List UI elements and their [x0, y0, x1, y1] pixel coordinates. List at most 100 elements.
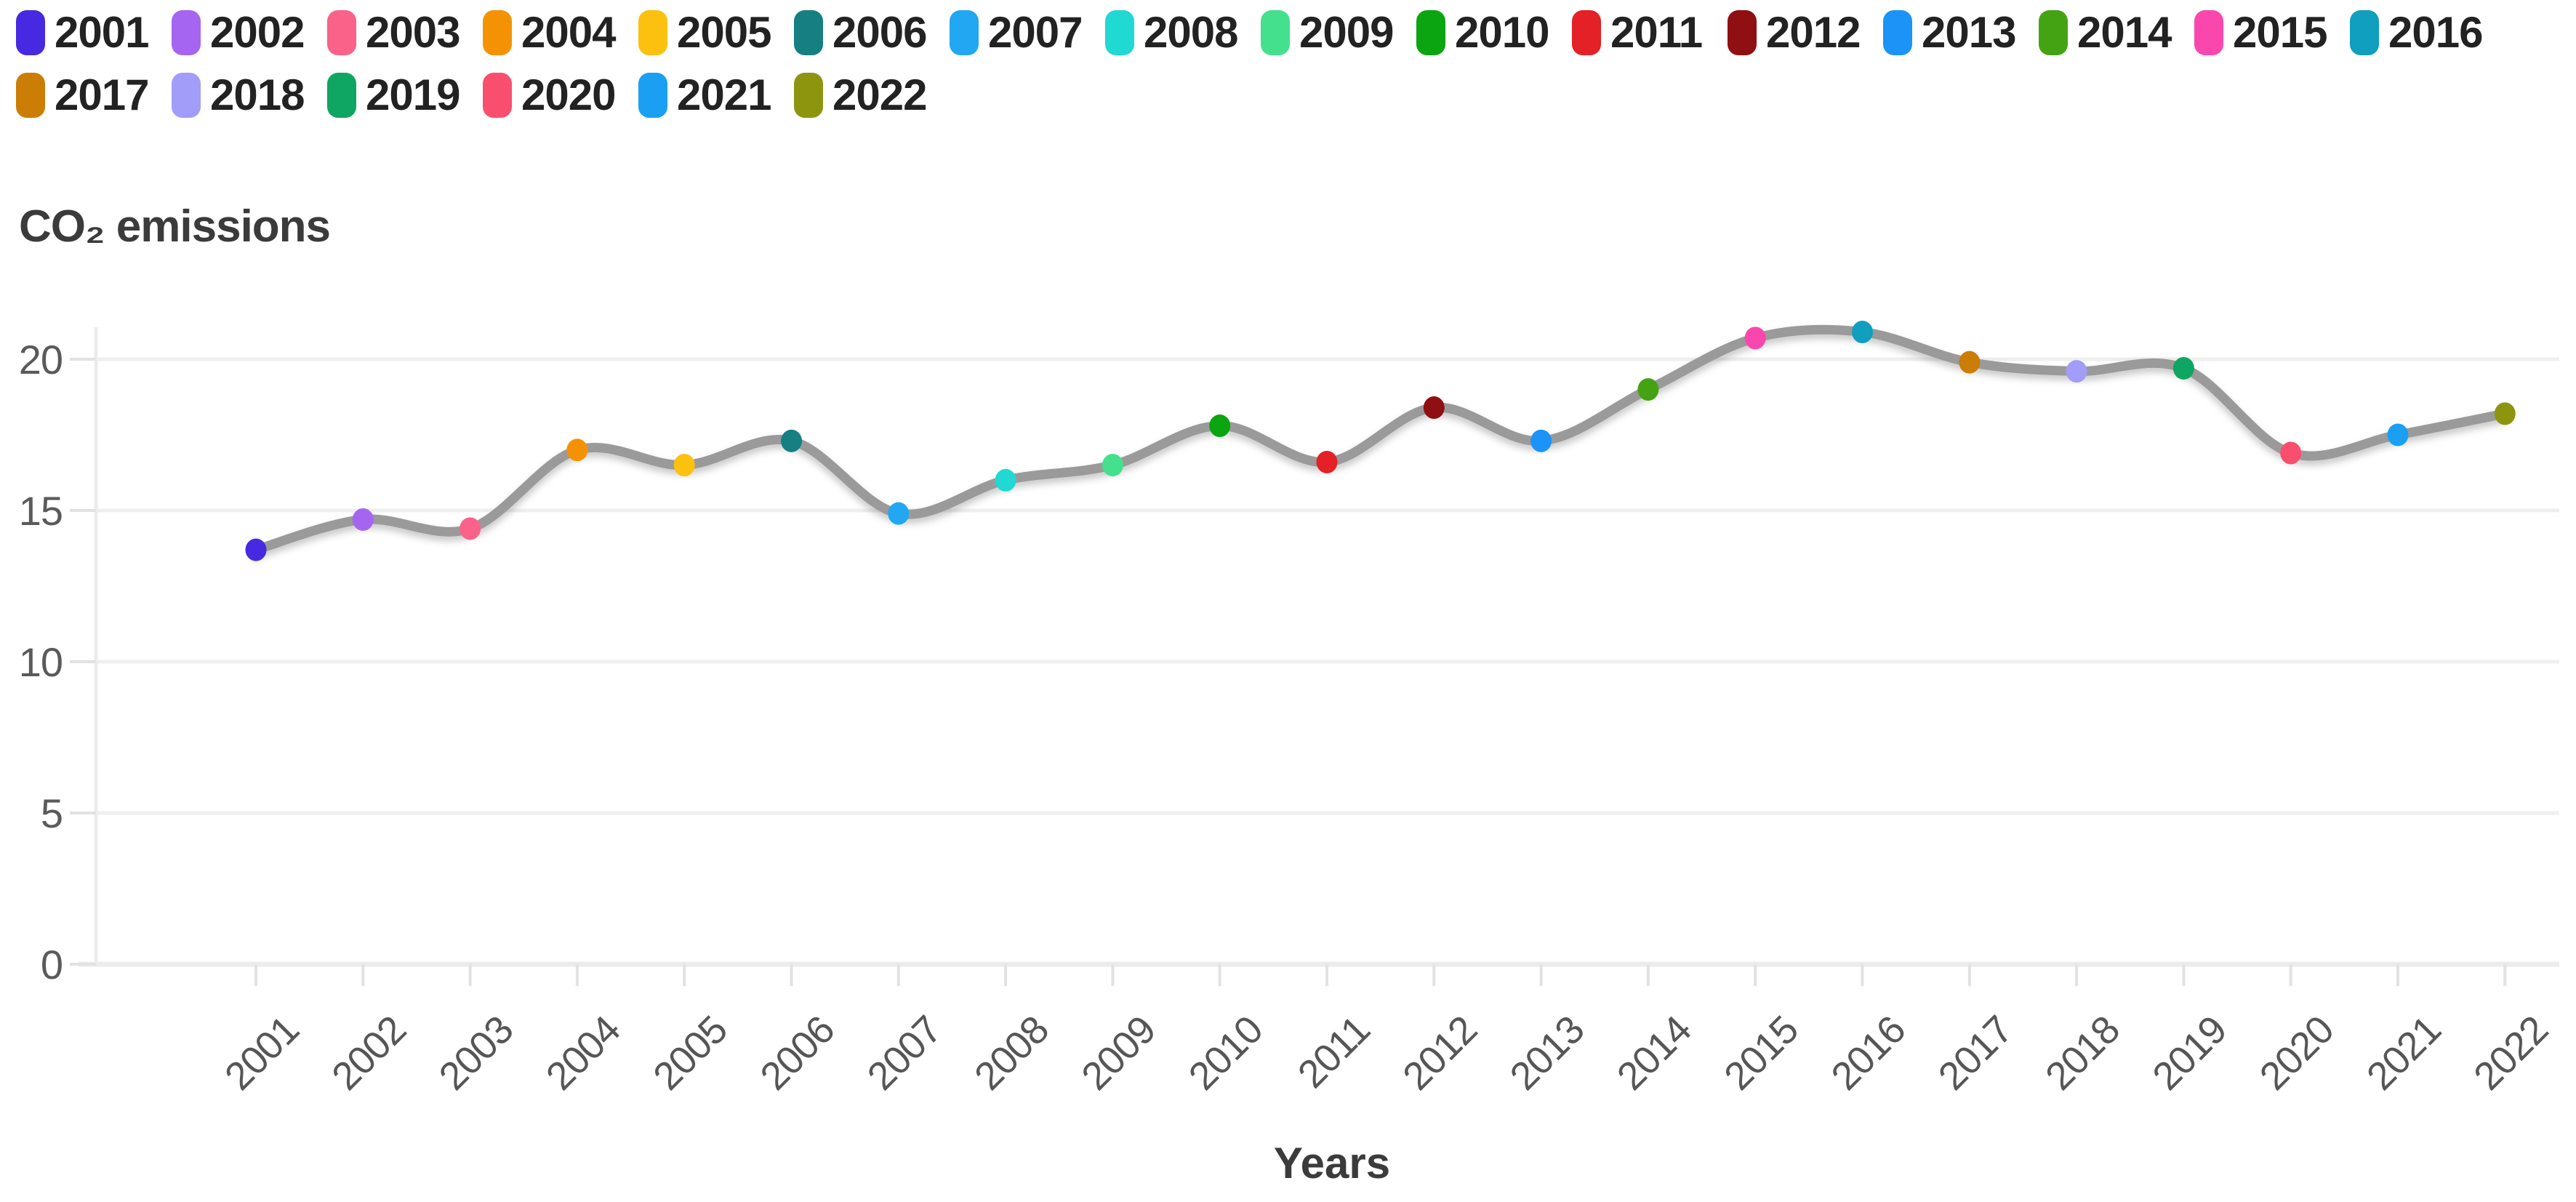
legend-swatch-icon [2039, 10, 2068, 55]
data-point-2017[interactable] [1959, 350, 1981, 374]
data-point-2013[interactable] [1530, 429, 1552, 452]
data-point-2005[interactable] [673, 454, 695, 477]
legend-item-2021[interactable]: 2021 [638, 70, 774, 121]
legend-label: 2019 [366, 71, 460, 119]
legend-item-2022[interactable]: 2022 [794, 70, 929, 121]
legend-item-2005[interactable]: 2005 [638, 7, 774, 58]
legend-swatch-icon [172, 10, 201, 55]
legend-swatch-icon [2350, 10, 2379, 55]
legend-swatch-icon [16, 10, 45, 55]
y-tick-label-15: 15 [19, 488, 63, 534]
x-tick-label-2016: 2016 [1823, 1008, 1914, 1099]
legend-label: 2017 [55, 71, 149, 119]
data-point-2021[interactable] [2387, 423, 2409, 446]
data-point-2012[interactable] [1423, 396, 1445, 420]
legend-swatch-icon [1261, 10, 1290, 55]
legend-label: 2015 [2233, 8, 2327, 57]
legend-swatch-icon [2194, 10, 2223, 55]
data-point-2014[interactable] [1637, 378, 1659, 401]
legend-item-2008[interactable]: 2008 [1105, 7, 1240, 58]
legend-item-2019[interactable]: 2019 [327, 70, 462, 121]
x-tick-label-2013: 2013 [1502, 1008, 1593, 1099]
legend-item-2001[interactable]: 2001 [16, 7, 151, 58]
legend-label: 2008 [1144, 8, 1238, 57]
chart-legend: 2001 2002 2003 2004 2005 2006 2007 2008 2009 2010… [16, 7, 2569, 132]
data-point-2015[interactable] [1744, 326, 1766, 350]
legend-item-2017[interactable]: 2017 [16, 70, 151, 121]
legend-swatch-icon [327, 73, 356, 118]
data-point-2020[interactable] [2280, 441, 2302, 465]
legend-swatch-icon [638, 10, 667, 55]
legend-item-2015[interactable]: 2015 [2194, 7, 2330, 58]
x-tick-label-2020: 2020 [2252, 1008, 2343, 1099]
legend-swatch-icon [1105, 10, 1134, 55]
legend-swatch-icon [16, 73, 45, 118]
legend-label: 2020 [521, 71, 616, 119]
x-tick-label-2009: 2009 [1073, 1008, 1164, 1099]
legend-item-2004[interactable]: 2004 [483, 7, 618, 58]
chart-title: CO₂ emissions [19, 201, 331, 252]
trend-line [251, 324, 2510, 555]
x-tick-label-2002: 2002 [324, 1008, 414, 1099]
legend-label: 2002 [210, 8, 305, 57]
data-point-2002[interactable] [352, 508, 374, 531]
x-tick-label-2001: 2001 [217, 1008, 308, 1099]
legend-item-2012[interactable]: 2012 [1728, 7, 1863, 58]
legend-item-2009[interactable]: 2009 [1261, 7, 1396, 58]
x-tick-label-2006: 2006 [752, 1008, 843, 1099]
data-point-2011[interactable] [1316, 450, 1338, 473]
legend-swatch-icon [1416, 10, 1445, 55]
series-layer [245, 321, 2516, 561]
legend-swatch-icon [1728, 10, 1757, 55]
legend-label: 2007 [988, 8, 1083, 57]
legend-swatch-icon [483, 73, 512, 118]
y-tick-label-5: 5 [41, 790, 63, 836]
legend-label: 2018 [210, 71, 305, 119]
legend-item-2006[interactable]: 2006 [794, 7, 929, 58]
legend-item-2016[interactable]: 2016 [2350, 7, 2485, 58]
data-point-2007[interactable] [888, 502, 910, 525]
data-point-2006[interactable] [781, 429, 802, 452]
x-tick-label-2019: 2019 [2144, 1008, 2235, 1099]
data-point-2022[interactable] [2494, 402, 2516, 425]
x-tick-label-2015: 2015 [1716, 1008, 1807, 1099]
data-point-2018[interactable] [2066, 360, 2087, 383]
legend-item-2007[interactable]: 2007 [950, 7, 1085, 58]
legend-item-2013[interactable]: 2013 [1883, 7, 2018, 58]
data-point-2004[interactable] [566, 438, 588, 462]
legend-swatch-icon [483, 10, 512, 55]
data-point-2009[interactable] [1102, 454, 1123, 477]
data-point-2008[interactable] [995, 468, 1016, 492]
data-point-2001[interactable] [245, 538, 267, 561]
x-tick-label-2017: 2017 [1930, 1008, 2021, 1099]
axis-layer: 0 5 10 15 20 2001 2002 2003 2004 2005 2006 2007 2008… [19, 337, 2556, 1187]
legend-item-2011[interactable]: 2011 [1572, 7, 1707, 58]
y-tick-label-20: 20 [19, 337, 63, 382]
data-point-2010[interactable] [1209, 414, 1231, 438]
legend-label: 2014 [2077, 8, 2172, 57]
x-tick-label-2011: 2011 [1290, 1008, 1379, 1097]
x-tick-label-2012: 2012 [1395, 1008, 1485, 1099]
x-axis-title: Years [1274, 1139, 1390, 1187]
data-point-2003[interactable] [460, 517, 481, 540]
grid-layer [79, 327, 2559, 967]
legend-item-2003[interactable]: 2003 [327, 7, 462, 58]
legend-item-2010[interactable]: 2010 [1416, 7, 1552, 58]
legend-label: 2001 [55, 8, 149, 57]
legend-label: 2022 [832, 71, 927, 119]
x-tick-label-2018: 2018 [2037, 1008, 2128, 1099]
x-tick-label-2007: 2007 [859, 1008, 950, 1099]
data-point-2019[interactable] [2172, 356, 2194, 380]
legend-item-2002[interactable]: 2002 [172, 7, 307, 58]
legend-label: 2011 [1610, 8, 1703, 57]
legend-swatch-icon [794, 73, 823, 118]
legend-swatch-icon [327, 10, 356, 55]
legend-label: 2016 [2388, 8, 2483, 57]
legend-item-2018[interactable]: 2018 [172, 70, 307, 121]
legend-item-2014[interactable]: 2014 [2039, 7, 2174, 58]
data-point-2016[interactable] [1852, 321, 1873, 344]
legend-item-2020[interactable]: 2020 [483, 70, 618, 121]
y-tick-label-10: 10 [19, 639, 63, 685]
legend-swatch-icon [638, 73, 667, 118]
